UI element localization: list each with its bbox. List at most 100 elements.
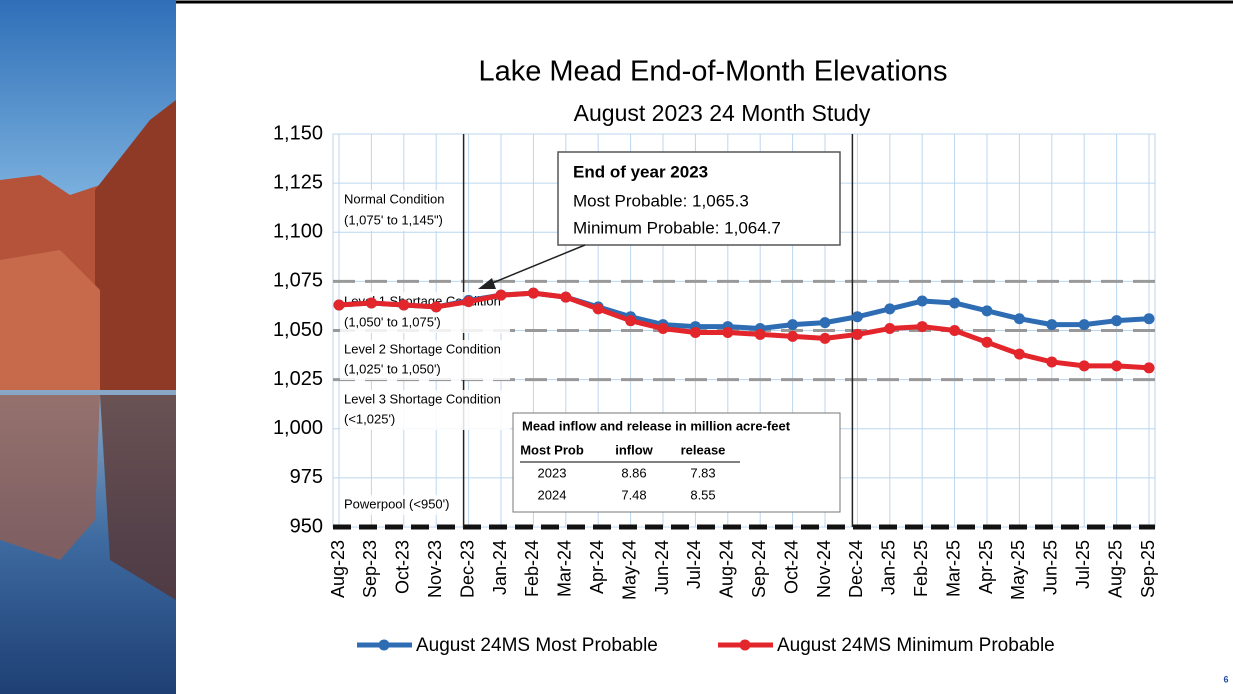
data-point bbox=[1143, 362, 1155, 374]
data-point bbox=[1078, 360, 1090, 372]
callout: End of year 2023 Most Probable: 1,065.3 Mi… bbox=[478, 151, 841, 289]
condition-range: (1,025' to 1,050') bbox=[344, 361, 441, 376]
table-cell: 2023 bbox=[538, 465, 567, 480]
x-tick-label: Nov-23 bbox=[425, 540, 445, 598]
data-point bbox=[625, 315, 637, 327]
data-point bbox=[495, 289, 507, 301]
x-tick-label: Mar-25 bbox=[943, 540, 963, 597]
data-point bbox=[333, 299, 345, 311]
data-point bbox=[1013, 348, 1025, 360]
data-point bbox=[949, 325, 961, 336]
data-point bbox=[916, 295, 928, 307]
data-point bbox=[981, 336, 993, 348]
data-point bbox=[722, 326, 734, 338]
legend-label: August 24MS Most Probable bbox=[416, 635, 658, 656]
chart-subtitle: August 2023 24 Month Study bbox=[574, 100, 871, 126]
x-tick-label: Sep-24 bbox=[749, 540, 769, 598]
data-point bbox=[884, 303, 896, 315]
condition-name: Level 3 Shortage Condition bbox=[344, 391, 501, 406]
condition-range: (1,050' to 1,075') bbox=[344, 314, 441, 329]
data-point bbox=[916, 321, 928, 333]
x-tick-label: Aug-24 bbox=[717, 540, 737, 598]
data-point bbox=[884, 323, 896, 335]
condition-name: Level 2 Shortage Condition bbox=[344, 341, 501, 356]
data-point bbox=[560, 291, 572, 303]
x-tick-label: Feb-24 bbox=[522, 540, 542, 597]
data-point bbox=[398, 299, 410, 311]
x-tick-label: Feb-25 bbox=[911, 540, 931, 597]
data-point bbox=[851, 311, 863, 323]
data-point bbox=[787, 319, 799, 331]
x-tick-label: Sep-23 bbox=[360, 540, 380, 598]
callout-arrow bbox=[484, 244, 586, 287]
y-tick-label: 1,150 bbox=[273, 122, 323, 144]
data-point bbox=[819, 317, 831, 329]
x-tick-label: Jul-24 bbox=[684, 540, 704, 589]
y-tick-label: 1,125 bbox=[273, 171, 323, 193]
condition-name: Normal Condition bbox=[344, 191, 444, 206]
table-cell: 8.55 bbox=[690, 487, 715, 502]
x-tick-label: May-24 bbox=[619, 540, 639, 600]
series-line bbox=[338, 290, 1150, 371]
inflow-table: Mead inflow and release in million acre-… bbox=[512, 412, 841, 513]
data-point bbox=[1143, 313, 1155, 325]
condition-label: Level 3 Shortage Condition (<1,025') bbox=[340, 390, 510, 430]
legend-marker bbox=[739, 639, 751, 651]
data-point bbox=[1046, 356, 1058, 368]
data-point bbox=[949, 297, 961, 309]
data-point bbox=[851, 328, 863, 340]
chart-title: Lake Mead End-of-Month Elevations bbox=[478, 56, 947, 88]
x-tick-label: Dec-24 bbox=[846, 540, 866, 598]
condition-label: Powerpool (<950') bbox=[340, 495, 462, 515]
data-point bbox=[657, 323, 669, 335]
x-tick-label: Jun-25 bbox=[1041, 540, 1061, 595]
legend-marker bbox=[378, 639, 390, 651]
callout-line: Most Probable: 1,065.3 bbox=[573, 191, 749, 210]
x-tick-label: Apr-25 bbox=[976, 540, 996, 594]
callout-box bbox=[557, 151, 841, 246]
y-tick-label: 975 bbox=[290, 466, 323, 488]
data-point bbox=[430, 301, 442, 313]
x-tick-label: Oct-23 bbox=[393, 540, 413, 594]
condition-name: Powerpool (<950') bbox=[344, 496, 449, 511]
callout-arrowhead bbox=[478, 278, 496, 289]
y-tick-label: 1,000 bbox=[273, 417, 323, 439]
data-point bbox=[689, 326, 701, 338]
legend-item: August 24MS Minimum Probable bbox=[718, 635, 1055, 656]
y-tick-label: 1,075 bbox=[273, 270, 323, 292]
photo bbox=[0, 0, 176, 694]
table-header: inflow bbox=[615, 442, 653, 457]
x-tick-label: Mar-24 bbox=[555, 540, 575, 597]
data-point bbox=[1078, 319, 1090, 331]
callout-line: Minimum Probable: 1,064.7 bbox=[573, 218, 781, 237]
table-cell: 7.48 bbox=[621, 487, 646, 502]
data-point bbox=[365, 297, 377, 309]
condition-label-bg bbox=[340, 495, 462, 515]
x-tick-label: Jan-25 bbox=[879, 540, 899, 595]
x-tick-label: Apr-24 bbox=[587, 540, 607, 594]
callout-title: End of year 2023 bbox=[573, 162, 708, 181]
table-cell: 8.86 bbox=[621, 465, 646, 480]
data-point bbox=[527, 287, 539, 299]
table-header: Most Prob bbox=[520, 442, 584, 457]
legend-label: August 24MS Minimum Probable bbox=[777, 635, 1055, 656]
data-point bbox=[981, 305, 993, 317]
data-point bbox=[819, 332, 831, 344]
x-tick-label: Aug-25 bbox=[1105, 540, 1125, 598]
table-header: release bbox=[681, 442, 726, 457]
data-point bbox=[1013, 313, 1025, 325]
page-number: 6 bbox=[1223, 674, 1228, 684]
x-tick-label: Dec-23 bbox=[457, 540, 477, 598]
condition-label-bg bbox=[340, 390, 510, 430]
table-title: Mead inflow and release in million acre-… bbox=[522, 418, 791, 433]
x-tick-label: Nov-24 bbox=[814, 540, 834, 598]
x-tick-label: Jan-24 bbox=[490, 540, 510, 595]
x-tick-label: Oct-24 bbox=[781, 540, 801, 594]
condition-range: (1,075' to 1,145") bbox=[344, 212, 443, 227]
y-tick-label: 1,100 bbox=[273, 221, 323, 243]
y-tick-label: 1,050 bbox=[273, 319, 323, 341]
data-point bbox=[1046, 319, 1058, 331]
table-cell: 2024 bbox=[538, 487, 567, 502]
table-cell: 7.83 bbox=[690, 465, 715, 480]
legend-item: August 24MS Most Probable bbox=[357, 635, 658, 656]
